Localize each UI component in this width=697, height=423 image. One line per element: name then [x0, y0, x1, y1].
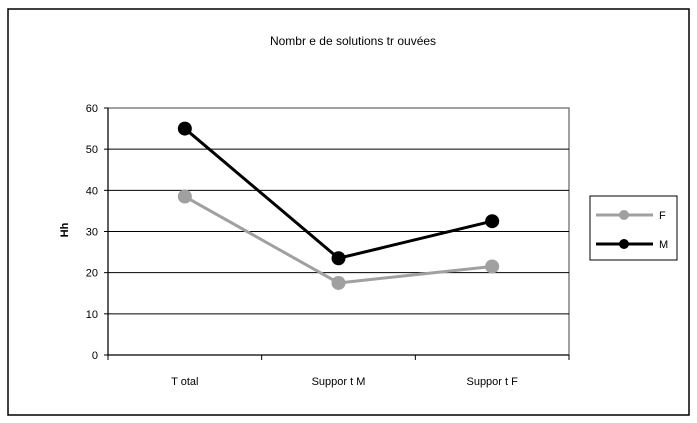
data-point [331, 275, 346, 290]
legend: FM [596, 210, 668, 251]
y-tick-label: 40 [86, 185, 98, 197]
legend-label-M: M [659, 239, 668, 251]
y-axis: 0 10 20 30 40 50 60 [86, 103, 109, 362]
x-tick-label: T otal [171, 376, 198, 388]
series-F [177, 189, 500, 290]
legend-marker-M [619, 239, 629, 249]
legend-box [589, 195, 678, 261]
legend-marker-F [619, 210, 629, 220]
data-point [331, 251, 346, 266]
y-tick-label: 60 [86, 103, 98, 115]
legend-label-F: F [659, 210, 666, 222]
x-tick-label: Suppor t M [312, 376, 366, 388]
data-point [485, 259, 500, 274]
data-point [485, 214, 500, 229]
y-axis-label: Hh [59, 222, 71, 237]
series-M [177, 121, 500, 266]
chart-title: Nombr e de solutions tr ouvées [270, 34, 436, 48]
y-tick-label: 20 [86, 268, 98, 280]
x-axis: T otal Suppor t M Suppor t F [107, 354, 570, 388]
y-tick-label: 10 [86, 309, 98, 321]
y-tick-label: 50 [86, 144, 98, 156]
y-tick-label: 0 [92, 350, 98, 362]
series-layer [177, 121, 500, 290]
y-tick-label: 30 [86, 227, 98, 239]
data-point [177, 189, 192, 204]
data-point [177, 121, 192, 136]
x-tick-label: Suppor t F [466, 376, 518, 388]
